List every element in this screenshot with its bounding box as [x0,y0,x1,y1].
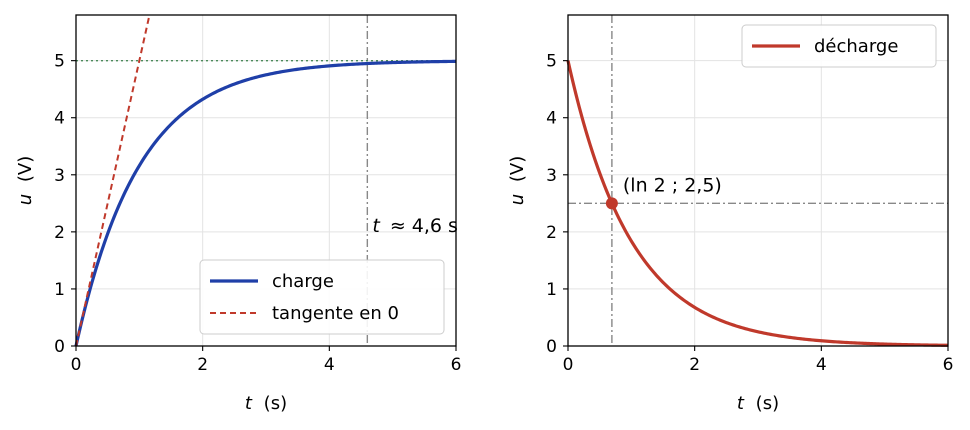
x-axis-variable: t [245,393,253,414]
data-point-marker [605,197,618,210]
x-tick-label: 0 [71,355,82,375]
legend-box [199,259,445,335]
y-tick-label: 5 [54,52,65,72]
legend-label: tangente en 0 [272,303,399,324]
series-line-charge [74,59,457,347]
plot-frame [567,14,949,347]
y-tick-label: 3 [54,166,65,186]
axis-ticks: 0 2 4 6 0 1 2 3 4 5 [546,52,953,375]
x-axis-unit: (s) [756,393,779,414]
x-tick-label: 0 [563,355,574,375]
x-tick-label: 2 [197,355,208,375]
x-tick-label: 2 [689,355,700,375]
legend-box [741,24,937,68]
y-axis-label: u (V) [15,156,36,206]
y-tick-label: 4 [546,109,557,129]
y-axis-variable: u [507,194,528,205]
legend-label: charge [272,271,334,292]
y-tick-label: 2 [546,223,557,243]
y-tick-label: 1 [54,280,65,300]
series-line-tangente-en-0 [75,14,151,347]
y-axis-unit: (V) [507,156,528,182]
y-axis-variable: u [15,194,36,205]
y-tick-label: 2 [54,223,65,243]
y-tick-label: 1 [546,280,557,300]
series-group [74,14,457,347]
chart-panel-decharge: 0 2 4 6 0 1 2 3 4 5 t (s) u (V) (ln 2 ; 2,5) déch… [507,14,953,414]
legend: décharge [741,24,937,68]
x-tick-label: 6 [451,355,462,375]
y-tick-label: 5 [546,52,557,72]
x-axis-unit: (s) [264,393,287,414]
axis-ticks: 0 2 4 6 0 1 2 3 4 5 [54,52,461,375]
time-annotation-value: ≈ 4,6 s [390,215,458,237]
y-tick-label: 0 [54,337,65,357]
x-tick-label: 4 [816,355,827,375]
x-axis-variable: t [737,393,745,414]
plot-frame [75,14,457,347]
series-line-décharge [566,60,949,347]
x-axis-label: t (s) [737,393,779,414]
x-axis-label: t (s) [245,393,287,414]
legend-label: décharge [814,36,898,57]
legend: charge tangente en 0 [199,259,445,335]
time-annotation: t ≈ 4,6 s [372,215,458,237]
x-tick-label: 4 [324,355,335,375]
y-axis-unit: (V) [15,156,36,182]
reference-lines [568,15,948,346]
time-annotation-variable: t [372,215,381,237]
y-tick-label: 4 [54,109,65,129]
y-tick-label: 0 [546,337,557,357]
chart-panel-charge: 0 2 4 6 0 1 2 3 4 5 t (s) u (V) t ≈ 4,6 s charge t… [15,14,461,414]
series-group [566,60,949,347]
y-tick-label: 3 [546,166,557,186]
point-annotation: (ln 2 ; 2,5) [623,174,722,196]
y-axis-label: u (V) [507,156,528,206]
x-tick-label: 6 [943,355,954,375]
